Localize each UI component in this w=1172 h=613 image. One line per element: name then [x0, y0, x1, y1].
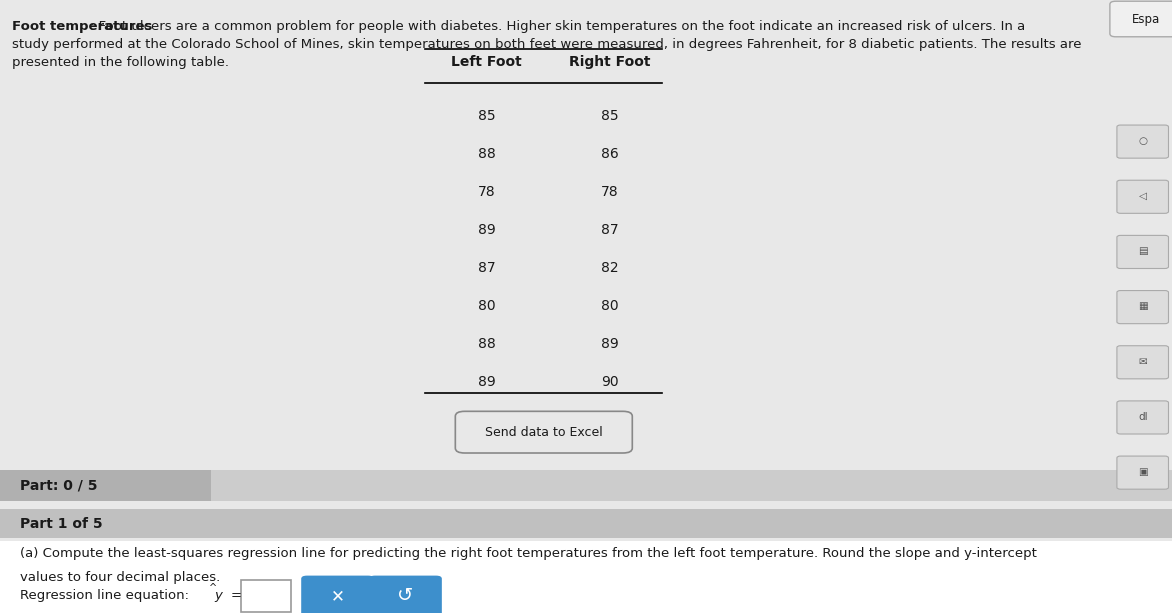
Text: ✉: ✉ — [1138, 357, 1147, 367]
FancyBboxPatch shape — [0, 470, 1172, 501]
Text: 82: 82 — [600, 261, 619, 275]
Text: ↺: ↺ — [397, 587, 414, 605]
Text: ▤: ▤ — [1138, 246, 1147, 256]
Text: 87: 87 — [477, 261, 496, 275]
Text: Regression line equation:: Regression line equation: — [20, 589, 193, 603]
Text: Espa: Espa — [1132, 12, 1160, 26]
Text: 78: 78 — [600, 185, 619, 199]
Text: 85: 85 — [600, 109, 619, 123]
Text: : Foot ulcers are a common problem for people with diabetes. Higher skin tempera: : Foot ulcers are a common problem for p… — [90, 20, 1026, 32]
FancyBboxPatch shape — [1110, 1, 1172, 37]
FancyBboxPatch shape — [369, 576, 442, 613]
Text: study performed at the Colorado School of Mines, skin temperatures on both feet : study performed at the Colorado School o… — [12, 38, 1082, 51]
FancyBboxPatch shape — [1117, 180, 1168, 213]
Text: ◁: ◁ — [1139, 191, 1146, 201]
Text: ^: ^ — [209, 584, 217, 593]
FancyBboxPatch shape — [455, 411, 633, 453]
Text: 89: 89 — [477, 375, 496, 389]
Text: ○: ○ — [1138, 136, 1147, 146]
FancyBboxPatch shape — [1117, 456, 1168, 489]
Text: 90: 90 — [600, 375, 619, 389]
FancyBboxPatch shape — [0, 541, 1172, 613]
Text: Left Foot: Left Foot — [451, 55, 522, 69]
Text: 80: 80 — [477, 299, 496, 313]
Text: ▣: ▣ — [1138, 467, 1147, 477]
FancyBboxPatch shape — [241, 580, 291, 612]
Text: Part: 0 / 5: Part: 0 / 5 — [20, 479, 97, 492]
Text: 89: 89 — [477, 223, 496, 237]
Text: 80: 80 — [600, 299, 619, 313]
FancyBboxPatch shape — [1117, 401, 1168, 434]
Text: ▦: ▦ — [1138, 302, 1147, 311]
Text: presented in the following table.: presented in the following table. — [12, 56, 229, 69]
Text: =: = — [231, 589, 241, 603]
Text: Right Foot: Right Foot — [568, 55, 650, 69]
Text: Send data to Excel: Send data to Excel — [485, 425, 602, 439]
FancyBboxPatch shape — [1117, 235, 1168, 268]
Text: 88: 88 — [477, 147, 496, 161]
FancyBboxPatch shape — [0, 470, 211, 501]
FancyBboxPatch shape — [0, 509, 1172, 538]
Text: 85: 85 — [477, 109, 496, 123]
FancyBboxPatch shape — [1117, 346, 1168, 379]
Text: 86: 86 — [600, 147, 619, 161]
Text: Part 1 of 5: Part 1 of 5 — [20, 517, 102, 530]
Text: 88: 88 — [477, 337, 496, 351]
Text: dl: dl — [1138, 412, 1147, 422]
Text: Foot temperatures: Foot temperatures — [12, 20, 152, 32]
Text: (a) Compute the least-squares regression line for predicting the right foot temp: (a) Compute the least-squares regression… — [20, 547, 1037, 560]
FancyBboxPatch shape — [1117, 291, 1168, 324]
Text: 78: 78 — [477, 185, 496, 199]
FancyBboxPatch shape — [301, 576, 374, 613]
FancyBboxPatch shape — [1117, 125, 1168, 158]
Text: 87: 87 — [600, 223, 619, 237]
Text: y: y — [214, 589, 223, 603]
Text: ✕: ✕ — [331, 587, 345, 605]
Text: values to four decimal places.: values to four decimal places. — [20, 571, 220, 584]
Text: 89: 89 — [600, 337, 619, 351]
